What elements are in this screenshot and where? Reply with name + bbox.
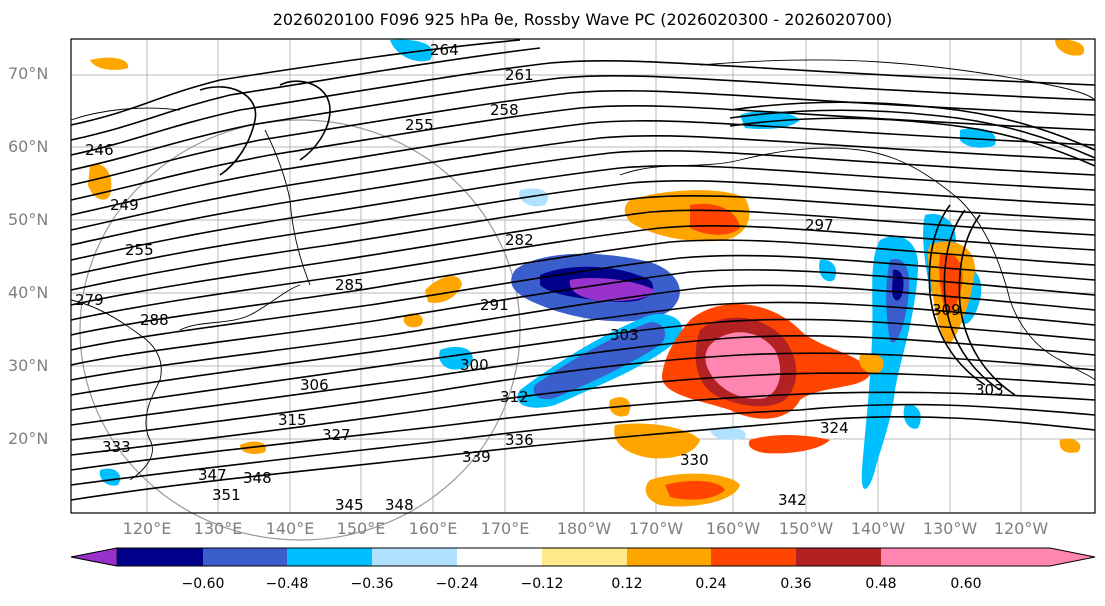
contour-label: 348 [243, 469, 272, 487]
lat-label: 30°N [8, 356, 49, 375]
contour-label: 261 [505, 66, 534, 84]
lat-label: 70°N [8, 64, 49, 83]
lon-label: 140°E [265, 519, 315, 538]
contour-label: 246 [85, 141, 114, 159]
contour-labels: 264 261 258 255 246 249 255 279 285 282 … [75, 41, 1004, 514]
contour-label: 347 [198, 466, 227, 484]
contour-label: 285 [335, 276, 364, 294]
contour-label: 255 [405, 116, 434, 134]
theta-e-contours [70, 39, 1096, 501]
contour-label: 315 [278, 411, 307, 429]
lon-label: 150°E [336, 519, 386, 538]
contour-label: 324 [820, 419, 849, 437]
lon-label: 160°E [408, 519, 458, 538]
contour-label: 351 [212, 486, 241, 504]
contour-label: 348 [385, 496, 414, 514]
colorbar-tick-label: 0.24 [695, 576, 727, 592]
map-frame [70, 38, 1096, 514]
contour-label: 249 [110, 196, 139, 214]
contour-label: 258 [490, 101, 519, 119]
contour-label: 330 [680, 451, 709, 469]
contour-label: 312 [500, 388, 529, 406]
colorbar-tick-label: −0.36 [350, 576, 394, 592]
gridlines [71, 39, 1095, 513]
contour-label: 300 [460, 356, 489, 374]
contour-label: 303 [610, 326, 639, 344]
contour-label: 255 [125, 241, 154, 259]
contour-label: 333 [102, 438, 131, 456]
lon-label: 170°E [480, 519, 530, 538]
colorbar-tick-label: −0.48 [265, 576, 309, 592]
colorbar-tick-label: −0.24 [435, 576, 479, 592]
lon-label: 130°E [193, 519, 243, 538]
contour-label: 345 [335, 496, 364, 514]
lon-label: 140°W [850, 519, 906, 538]
colorbar-tick-label: 0.48 [865, 576, 897, 592]
contour-label: 306 [300, 376, 329, 394]
lat-label: 40°N [8, 283, 49, 302]
lat-label: 20°N [8, 429, 49, 448]
colorbar-tick-label: 0.36 [780, 576, 812, 592]
contour-label: 288 [140, 311, 169, 329]
colorbar-tick-label: 0.60 [950, 576, 982, 592]
colorbar-tick-label: −0.12 [520, 576, 564, 592]
contour-label: 279 [75, 291, 104, 309]
contour-label: 309 [932, 301, 961, 319]
colorbar [70, 547, 1096, 567]
contour-label: 291 [480, 296, 509, 314]
contour-label: 336 [505, 431, 534, 449]
colorbar-tick-label: 0.12 [611, 576, 643, 592]
lon-label: 180°W [556, 519, 612, 538]
contour-label: 282 [505, 231, 534, 249]
colorbar-tick-label: −0.60 [181, 576, 225, 592]
contour-label: 297 [805, 216, 834, 234]
contour-label: 342 [778, 491, 807, 509]
contour-label: 303 [975, 381, 1004, 399]
map-title: 2026020100 F096 925 hPa θe, Rossby Wave … [272, 10, 893, 29]
lon-label: 150°W [778, 519, 834, 538]
contour-label: 339 [462, 448, 491, 466]
lat-label: 60°N [8, 137, 49, 156]
lon-label: 160°W [705, 519, 761, 538]
lon-label: 120°E [122, 519, 172, 538]
contour-label: 264 [430, 41, 459, 59]
lon-label: 120°W [993, 519, 1049, 538]
lon-label: 170°W [628, 519, 684, 538]
lat-label: 50°N [8, 210, 49, 229]
coastlines [70, 59, 1096, 481]
contour-label: 327 [322, 426, 351, 444]
lon-label: 130°W [922, 519, 978, 538]
